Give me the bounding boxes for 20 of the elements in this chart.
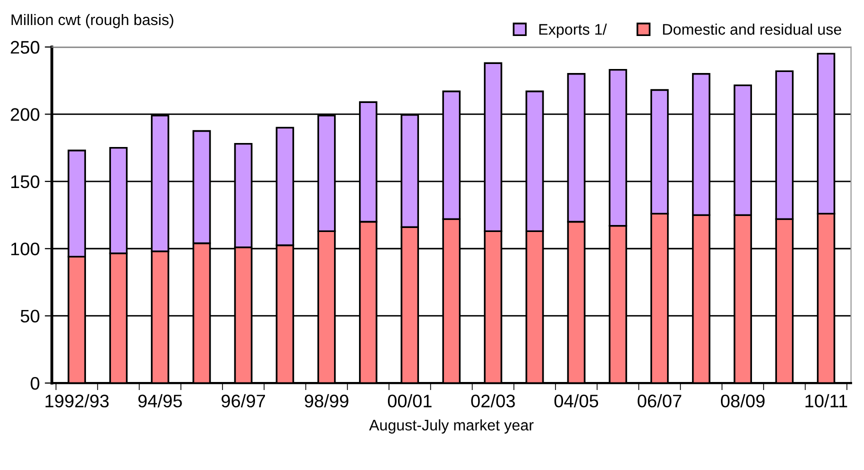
legend-label: Domestic and residual use	[663, 24, 842, 35]
y-tick-label: 250	[10, 40, 40, 54]
x-tick-label: 04/05	[554, 394, 598, 408]
x-tick-label: 94/95	[138, 394, 182, 408]
y-tick-label: 50	[20, 310, 40, 323]
y-tick-label: 0	[30, 376, 40, 390]
x-axis-title: August-July market year	[369, 419, 534, 434]
y-tick-label: 100	[11, 242, 40, 256]
x-tick-label: 02/03	[471, 394, 515, 408]
y-tick-label: 150	[11, 175, 40, 188]
y-axis-title: Million cwt (rough basis)	[12, 14, 174, 28]
x-tick-label: 98/99	[304, 394, 348, 408]
y-tick-label: 200	[10, 108, 40, 121]
x-tick-label: 08/09	[720, 394, 765, 408]
x-tick-label: 10/11	[806, 394, 848, 408]
x-tick-label: 06/07	[638, 394, 682, 408]
x-tick-label: 96/97	[222, 394, 265, 408]
legend-label: Exports 1/	[539, 24, 607, 38]
x-tick-label: 00/01	[388, 394, 432, 408]
x-tick-label: 1992/93	[46, 394, 109, 408]
